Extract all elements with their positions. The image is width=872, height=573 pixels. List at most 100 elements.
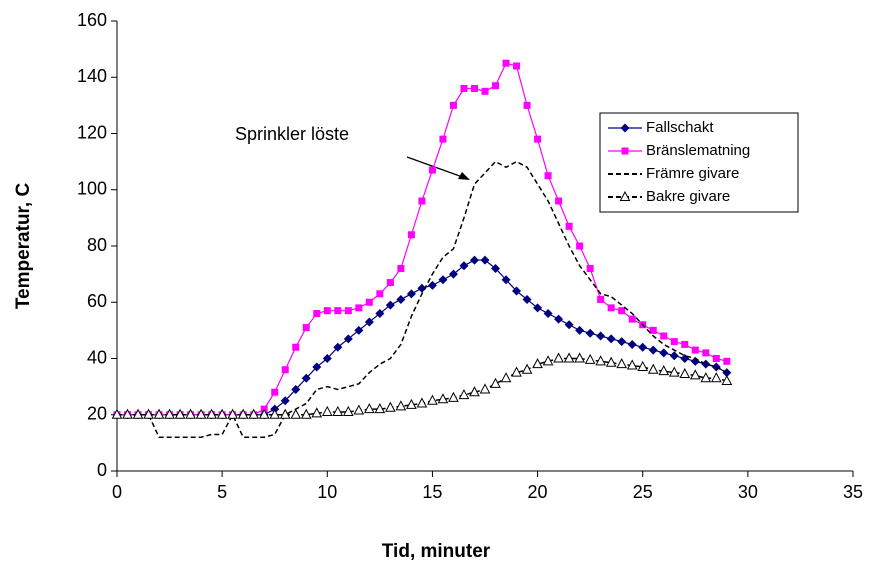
legend-label: Bränslematning bbox=[646, 142, 750, 159]
legend-box bbox=[599, 112, 799, 213]
data-point bbox=[258, 408, 270, 419]
data-point bbox=[195, 408, 207, 419]
data-point bbox=[512, 286, 522, 296]
data-point bbox=[605, 356, 617, 367]
data-point bbox=[438, 275, 448, 285]
data-point bbox=[323, 307, 331, 315]
data-point bbox=[606, 334, 616, 344]
data-point bbox=[185, 408, 196, 419]
data-point bbox=[647, 363, 659, 374]
data-point bbox=[710, 372, 722, 383]
data-point bbox=[628, 315, 636, 323]
data-point bbox=[313, 310, 321, 317]
data-point bbox=[533, 303, 543, 313]
data-point bbox=[448, 391, 459, 402]
data-point bbox=[301, 373, 311, 383]
series bbox=[117, 160, 728, 438]
data-point bbox=[322, 354, 332, 363]
data-point bbox=[668, 366, 680, 377]
x-tick-label: 35 bbox=[843, 482, 863, 502]
data-point bbox=[174, 408, 186, 419]
data-point bbox=[248, 408, 260, 419]
data-point bbox=[712, 355, 720, 362]
data-point bbox=[344, 307, 352, 315]
data-point bbox=[386, 279, 394, 287]
data-point bbox=[437, 393, 449, 404]
data-point bbox=[237, 408, 249, 419]
legend-marker bbox=[620, 123, 630, 133]
arrow-head bbox=[458, 172, 470, 180]
x-tick-label: 25 bbox=[633, 482, 653, 502]
data-point bbox=[470, 85, 478, 92]
data-point bbox=[279, 408, 291, 419]
data-point bbox=[164, 408, 175, 419]
data-point bbox=[302, 324, 310, 332]
data-point bbox=[669, 351, 679, 361]
data-point bbox=[312, 362, 322, 372]
data-point bbox=[428, 166, 436, 174]
data-point bbox=[542, 355, 554, 366]
legend-label: Främre givare bbox=[646, 165, 739, 182]
data-point bbox=[479, 383, 491, 394]
data-point bbox=[333, 342, 343, 352]
x-axis-title: Tid, minuter bbox=[382, 541, 491, 562]
series-line bbox=[117, 160, 728, 438]
data-point bbox=[122, 408, 133, 419]
data-point bbox=[511, 366, 522, 377]
data-point bbox=[427, 280, 437, 290]
data-point bbox=[460, 85, 468, 92]
x-tick-label: 10 bbox=[317, 482, 337, 502]
data-point bbox=[374, 403, 386, 414]
data-point bbox=[490, 377, 501, 388]
legend-label: Bakre givare bbox=[646, 188, 730, 205]
y-tick-label: 40 bbox=[87, 347, 107, 367]
data-point bbox=[334, 307, 342, 315]
data-point bbox=[343, 334, 353, 344]
x-tick-label: 0 bbox=[112, 482, 122, 502]
data-point bbox=[616, 358, 628, 369]
data-point bbox=[480, 255, 490, 265]
x-tick-label: 30 bbox=[738, 482, 758, 502]
data-point bbox=[637, 360, 649, 371]
data-point bbox=[292, 343, 300, 351]
y-tick-label: 0 bbox=[97, 460, 107, 480]
data-point bbox=[576, 242, 584, 250]
data-point bbox=[502, 59, 510, 67]
data-point bbox=[626, 359, 638, 370]
data-point bbox=[534, 135, 542, 143]
data-point bbox=[597, 295, 605, 303]
data-point bbox=[532, 358, 543, 369]
data-point bbox=[132, 408, 144, 419]
data-point bbox=[607, 304, 615, 312]
y-tick-label: 20 bbox=[87, 404, 107, 424]
x-tick-label: 15 bbox=[422, 482, 442, 502]
data-point bbox=[500, 372, 512, 383]
data-point bbox=[723, 357, 731, 365]
data-point bbox=[416, 397, 428, 408]
data-point bbox=[627, 339, 637, 349]
y-axis-title: Temperatur, C bbox=[13, 183, 34, 310]
data-point bbox=[271, 388, 279, 396]
data-point bbox=[648, 345, 658, 355]
data-point bbox=[439, 135, 447, 143]
data-point bbox=[153, 408, 165, 419]
data-point bbox=[691, 346, 699, 354]
data-point bbox=[353, 404, 365, 415]
data-point bbox=[492, 82, 500, 90]
data-point bbox=[679, 367, 691, 378]
data-point bbox=[311, 407, 323, 418]
y-tick-label: 60 bbox=[87, 291, 107, 311]
data-point bbox=[555, 197, 563, 205]
data-point bbox=[596, 331, 606, 341]
data-point bbox=[290, 408, 302, 419]
data-point bbox=[375, 309, 385, 318]
data-point bbox=[395, 400, 407, 411]
data-point bbox=[544, 172, 552, 180]
data-point bbox=[385, 300, 395, 310]
data-point bbox=[595, 355, 606, 366]
data-point bbox=[459, 261, 469, 271]
data-point bbox=[543, 309, 553, 318]
data-point bbox=[281, 366, 289, 374]
data-point bbox=[721, 374, 733, 385]
data-point bbox=[364, 317, 374, 327]
